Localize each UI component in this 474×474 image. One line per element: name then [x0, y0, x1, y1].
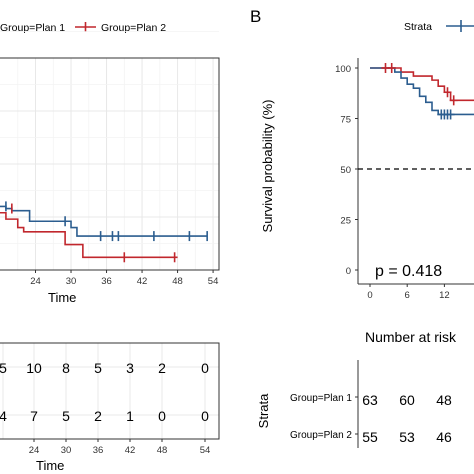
- risk-a-cell: 0: [158, 408, 166, 424]
- y-tick-label: 100: [335, 64, 351, 75]
- curve-plan1: [370, 67, 474, 116]
- p-value-label: p = 0.418: [375, 263, 442, 280]
- x-tick-label: 12: [439, 290, 450, 301]
- x-tick-label: 42: [137, 276, 148, 287]
- risk-a-cell: 5: [0, 360, 7, 376]
- panel-b-letter: B: [250, 7, 261, 26]
- risk-a-cell: 4: [0, 408, 7, 424]
- x-tick-label: 30: [66, 276, 77, 287]
- y-tick-label: 0: [346, 266, 351, 277]
- risk-b-cell: 46: [436, 429, 452, 445]
- y-tick-label: 75: [340, 115, 351, 126]
- risk-a-cell: 2: [158, 360, 166, 376]
- risk-a-cell: 10: [26, 360, 42, 376]
- risk-b-y-title: Strata: [256, 393, 271, 428]
- plot-b-background: [358, 58, 474, 284]
- x-tick-label: 36: [101, 276, 112, 287]
- x-tick-label: 6: [405, 290, 410, 301]
- legend-b-title: Strata: [404, 21, 432, 33]
- risk-x-tick-label: 48: [157, 445, 168, 456]
- risk-x-tick-label: 30: [61, 445, 72, 456]
- risk-b-row-label: Group=Plan 1: [290, 393, 352, 404]
- risk-a-cells: 5 10 8 5 3 2 04 7 5 2 1 0 0: [0, 360, 209, 424]
- legend-label-plan1: Group=Plan 1: [0, 22, 65, 34]
- y-tick-label: 50: [340, 165, 351, 176]
- risk-a-cell: 1: [126, 408, 134, 424]
- plot-a-x-ticks: 24 30 36 42 48 54: [30, 270, 218, 287]
- panel-a: Group=Plan 1 Group=Plan 2 24 30 36 42 48 54 T…: [0, 22, 220, 473]
- risk-b-cell: 55: [362, 429, 378, 445]
- risk-a-x-ticks: 24 30 36 42 48 54: [29, 439, 211, 456]
- risk-table-a: 5 10 8 5 3 2 04 7 5 2 1 0 0 24 30 36 42 48 54: [0, 342, 220, 456]
- risk-b-title: Number at risk: [365, 329, 457, 345]
- plot-b-y-title: Survival probability (%): [260, 100, 275, 233]
- risk-a-cell: 8: [62, 360, 70, 376]
- risk-a-border: [0, 342, 220, 440]
- risk-table-b: Group=Plan 16360483Group=Plan 25553463: [290, 392, 452, 445]
- plot-a: 24 30 36 42 48 54: [0, 31, 220, 287]
- risk-a-cell: 5: [62, 408, 70, 424]
- risk-a-background: [0, 343, 219, 439]
- plot-b-x-ticks: 06121: [367, 284, 450, 301]
- risk-b-cell: 48: [436, 392, 452, 408]
- risk-b-cell: 53: [399, 429, 415, 445]
- risk-a-cell: 0: [201, 408, 209, 424]
- x-tick-label: 24: [30, 276, 41, 287]
- risk-a-x-title: Time: [36, 458, 64, 473]
- panel-b: B Strata Survival probability (%) 100 75 5…: [250, 7, 474, 448]
- risk-x-tick-label: 36: [93, 445, 104, 456]
- plot-b-curves: [370, 63, 474, 120]
- risk-x-tick-label: 24: [29, 445, 40, 456]
- x-tick-label: 54: [208, 276, 219, 287]
- plot-a-curves: [0, 201, 208, 263]
- curve-plan2: [0, 211, 178, 259]
- y-tick-label: 25: [340, 216, 351, 227]
- risk-b-cell: 60: [399, 392, 415, 408]
- risk-b-row-label: Group=Plan 2: [290, 430, 352, 441]
- risk-x-tick-label: 54: [200, 445, 211, 456]
- plot-a-border: [0, 57, 220, 271]
- risk-x-tick-label: 42: [125, 445, 136, 456]
- risk-a-grid: [0, 343, 219, 439]
- risk-a-cell: 5: [94, 360, 102, 376]
- legend-label-plan2: Group=Plan 2: [101, 22, 166, 34]
- risk-a-cell: 0: [201, 360, 209, 376]
- risk-a-cell: 2: [94, 408, 102, 424]
- plot-b-y-ticks: 100 75 50 25 0: [335, 64, 358, 277]
- risk-b-cell: 63: [362, 392, 378, 408]
- risk-a-cell: 7: [30, 408, 38, 424]
- risk-a-cell: 3: [126, 360, 134, 376]
- x-tick-label: 0: [367, 290, 372, 301]
- x-tick-label: 48: [172, 276, 183, 287]
- plot-a-x-title: Time: [48, 290, 76, 305]
